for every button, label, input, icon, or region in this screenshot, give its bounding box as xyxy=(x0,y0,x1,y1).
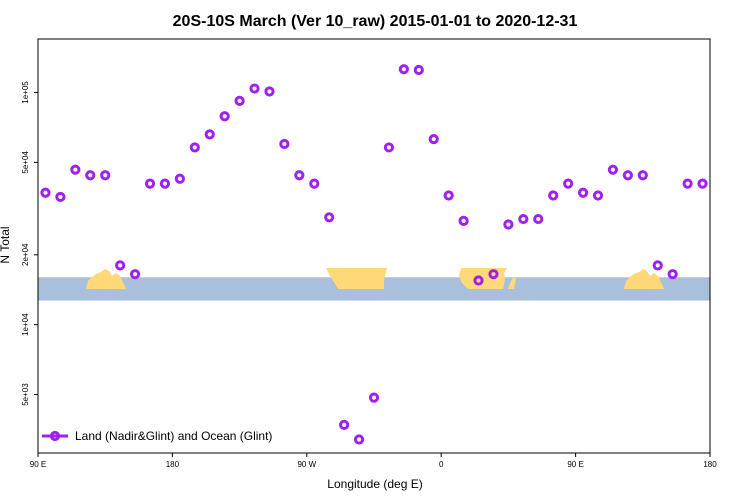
x-tick-label: 180 xyxy=(166,460,180,469)
y-tick-label: 1e+04 xyxy=(21,313,30,336)
data-points xyxy=(40,64,708,445)
data-point xyxy=(279,138,290,150)
data-point xyxy=(368,392,380,403)
data-point xyxy=(622,170,633,181)
legend: Land (Nadir&Glint) and Ocean (Glint) xyxy=(42,429,272,443)
data-point xyxy=(488,269,499,280)
land-shape-1 xyxy=(86,269,126,289)
data-point xyxy=(85,170,96,181)
data-point xyxy=(652,260,663,271)
x-tick-label: 90 E xyxy=(30,460,46,469)
data-point xyxy=(234,95,245,107)
x-tick-label: 90 E xyxy=(567,460,583,469)
y-axis-label: N Total xyxy=(0,226,12,263)
data-point xyxy=(324,212,335,223)
data-point xyxy=(219,111,230,122)
data-point xyxy=(70,164,81,175)
data-point xyxy=(458,215,469,226)
data-point xyxy=(353,434,365,445)
plot-frame xyxy=(37,38,711,454)
y-tick-label: 5e+04 xyxy=(21,151,30,174)
data-point xyxy=(592,190,604,201)
data-point xyxy=(264,86,275,97)
chart-title: 20S-10S March (Ver 10_raw) 2015-01-01 to… xyxy=(173,13,578,30)
data-point xyxy=(100,170,111,181)
land-shape-4 xyxy=(508,276,516,289)
data-point xyxy=(144,178,156,189)
x-tick-label: 180 xyxy=(703,460,717,469)
data-point xyxy=(413,64,424,76)
y-tick-label: 5e+03 xyxy=(21,383,30,406)
data-point xyxy=(607,164,619,175)
data-point xyxy=(40,187,51,198)
data-point xyxy=(159,178,171,189)
y-tick-label: 1e+05 xyxy=(21,81,30,104)
data-point xyxy=(443,190,454,201)
data-point xyxy=(309,178,320,189)
legend-entry-label: Land (Nadir&Glint) and Ocean (Glint) xyxy=(75,429,272,443)
data-point xyxy=(129,269,141,280)
data-point xyxy=(204,129,215,140)
data-point xyxy=(533,213,544,225)
data-point xyxy=(383,142,395,153)
land-shape-5 xyxy=(624,269,664,289)
data-point xyxy=(398,64,409,75)
data-point xyxy=(548,190,559,201)
data-point xyxy=(563,178,574,189)
land-shape-2 xyxy=(326,268,387,289)
data-point xyxy=(55,191,66,203)
data-point xyxy=(637,170,648,181)
data-point xyxy=(249,83,260,94)
data-point xyxy=(189,142,200,153)
data-point xyxy=(503,219,514,230)
data-point xyxy=(115,260,126,271)
data-point xyxy=(577,187,589,198)
data-point xyxy=(697,178,708,189)
x-tick-label: 90 W xyxy=(297,460,316,469)
data-point xyxy=(473,275,484,286)
legend-marker xyxy=(49,430,61,442)
data-point xyxy=(682,178,693,189)
data-point xyxy=(339,419,350,430)
data-point xyxy=(428,133,439,145)
x-tick-label: 0 xyxy=(439,460,444,469)
y-tick-label: 2e+04 xyxy=(21,243,30,266)
axis-ticks: 90 E 180 90 W 0 90 E 180 5e+03 1e+04 2e+04 5e+04 1… xyxy=(21,81,717,469)
x-axis-label: Longitude (deg E) xyxy=(327,477,422,491)
data-point xyxy=(294,170,305,181)
data-point xyxy=(667,269,678,280)
data-point xyxy=(518,213,529,225)
data-point xyxy=(174,173,185,184)
